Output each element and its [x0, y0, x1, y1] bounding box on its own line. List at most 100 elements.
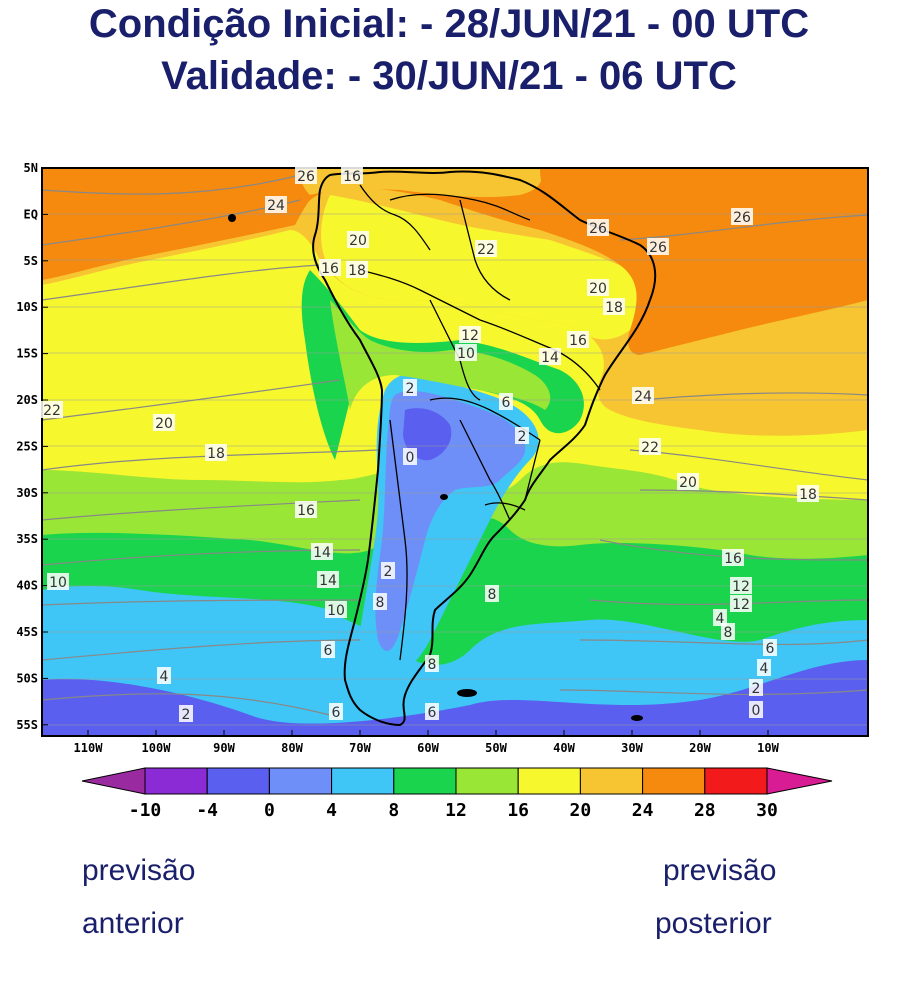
contour-label: 20	[679, 475, 697, 491]
colorbar-min-arrow	[81, 767, 146, 795]
lat-label: 5S	[24, 254, 38, 268]
colorbar-segment	[455, 767, 519, 795]
contour-label: 16	[724, 551, 742, 567]
lat-label: 25S	[16, 439, 38, 453]
lon-label: 30W	[621, 741, 643, 755]
colorbar-segment	[268, 767, 333, 795]
contour-label: 20	[349, 233, 367, 249]
lon-label: 50W	[485, 741, 507, 755]
contour-label: 26	[733, 210, 751, 226]
previous-forecast-link-line1[interactable]: previsão	[82, 854, 196, 887]
lat-label: 55S	[16, 718, 38, 732]
contour-label: 10	[49, 575, 67, 591]
contour-label: 26	[589, 221, 607, 237]
contour-label: 12	[732, 579, 750, 595]
contour-label: 8	[724, 625, 733, 641]
lon-label: 20W	[689, 741, 711, 755]
colorbar: -10 -4 0 4 8 12 16 20 24 28 30	[81, 767, 833, 821]
contour-label: 12	[732, 597, 750, 613]
lon-label: 70W	[349, 741, 371, 755]
contour-label: 14	[319, 573, 337, 589]
temperature-field	[42, 168, 868, 736]
lat-label: EQ	[24, 207, 38, 221]
longitude-labels: 110W 100W 90W 80W 70W 60W 50W 40W 30W 20W 10W	[74, 730, 780, 755]
lon-label: 90W	[213, 741, 235, 755]
colorbar-label: -10	[129, 800, 162, 821]
colorbar-label: 12	[445, 800, 467, 821]
contour-label: 4	[760, 661, 769, 677]
contour-label: 14	[313, 545, 331, 561]
contour-label: 8	[488, 587, 497, 603]
contour-label: 2	[518, 429, 527, 445]
lat-label: 30S	[16, 486, 38, 500]
colorbar-segment	[704, 767, 768, 795]
lon-label: 80W	[281, 741, 303, 755]
contour-label: 26	[297, 169, 315, 185]
colorbar-label: 28	[694, 800, 716, 821]
colorbar-segment	[642, 767, 706, 795]
lat-label: 5N	[24, 161, 38, 175]
lon-label: 40W	[553, 741, 575, 755]
contour-label: 12	[461, 328, 479, 344]
colorbar-label: 30	[756, 800, 778, 821]
colorbar-label: 8	[388, 800, 399, 821]
colorbar-label: 20	[570, 800, 592, 821]
previous-forecast-link-line2[interactable]: anterior	[82, 907, 184, 940]
contour-label: 10	[327, 603, 345, 619]
lon-label: 100W	[142, 741, 172, 755]
contour-label: 0	[406, 450, 415, 466]
contour-label: 4	[160, 669, 169, 685]
contour-label: 14	[541, 350, 559, 366]
lat-label: 15S	[16, 347, 38, 361]
lon-label: 110W	[74, 741, 104, 755]
colorbar-label: 16	[507, 800, 529, 821]
colorbar-label: -4	[196, 800, 218, 821]
contour-label: 16	[343, 169, 361, 185]
contour-label: 2	[384, 564, 393, 580]
colorbar-segment	[393, 767, 457, 795]
contour-label: 18	[348, 263, 366, 279]
colorbar-segment	[144, 767, 208, 795]
colorbar-segment	[579, 767, 644, 795]
contour-label: 24	[267, 198, 285, 214]
colorbar-segment	[331, 767, 395, 795]
contour-label: 0	[752, 703, 761, 719]
contour-label: 6	[502, 395, 511, 411]
contour-label: 16	[321, 261, 339, 277]
lon-label: 10W	[757, 741, 779, 755]
lat-label: 20S	[16, 393, 38, 407]
lat-label: 50S	[16, 671, 38, 685]
colorbar-max-arrow	[766, 767, 833, 795]
contour-label: 18	[207, 446, 225, 462]
contour-label: 16	[297, 503, 315, 519]
next-forecast-link-line1[interactable]: previsão	[663, 854, 777, 887]
contour-label: 26	[649, 240, 667, 256]
colorbar-label: 4	[326, 800, 337, 821]
colorbar-label: 0	[264, 800, 275, 821]
contour-label: 2	[752, 681, 761, 697]
next-forecast-link-line2[interactable]: posterior	[655, 907, 772, 940]
contour-label: 2	[182, 707, 191, 723]
title-validity: Validade: - 30/JUN/21 - 06 UTC	[161, 54, 737, 98]
contour-label: 6	[766, 641, 775, 657]
plot-frame	[41, 167, 869, 737]
contour-label: 22	[43, 403, 61, 419]
colorbar-label: 24	[632, 800, 654, 821]
contour-label: 22	[641, 440, 659, 456]
title-initial-condition: Condição Inicial: - 28/JUN/21 - 00 UTC	[88, 2, 810, 46]
contour-label: 20	[155, 416, 173, 432]
contour-label: 18	[799, 487, 817, 503]
contour-label: 8	[428, 657, 437, 673]
lat-label: 10S	[16, 300, 38, 314]
contour-label: 16	[569, 333, 587, 349]
latitude-labels: 5N EQ 5S 10S 15S 20S 25S 30S 35S 40S 45S 50S 55S	[16, 161, 48, 732]
contour-label: 22	[477, 242, 495, 258]
temperature-forecast-map: 5N EQ 5S 10S 15S 20S 25S 30S 35S 40S 45S 50S 55S 110…	[16, 161, 869, 821]
contour-label: 20	[589, 281, 607, 297]
lat-label: 45S	[16, 625, 38, 639]
contour-label: 24	[634, 389, 652, 405]
lon-label: 60W	[417, 741, 439, 755]
contour-label: 18	[605, 300, 623, 316]
contour-label: 6	[324, 643, 333, 659]
